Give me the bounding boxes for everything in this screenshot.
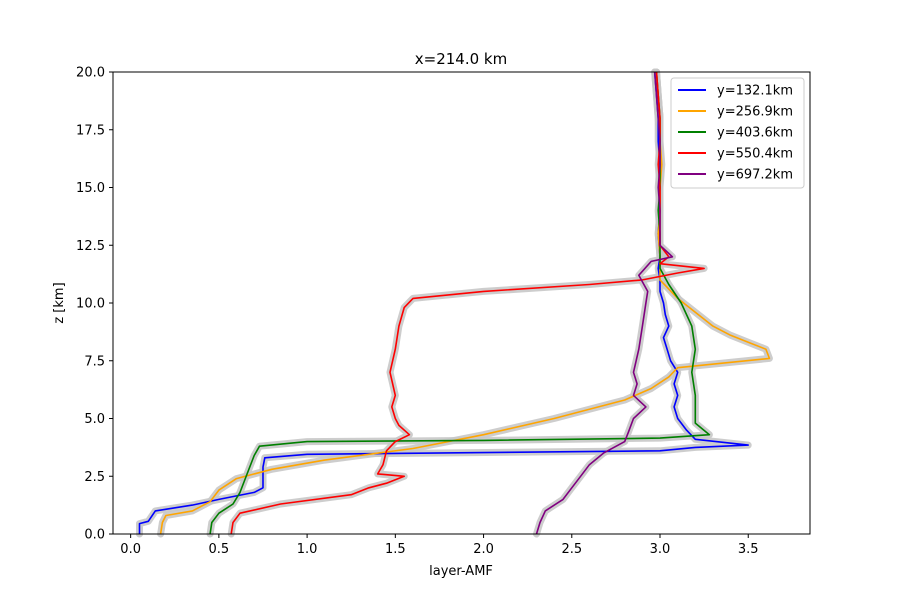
legend-label-5: y=697.2km	[717, 168, 793, 183]
x-tick-label: 0.5	[209, 542, 230, 557]
y-tick-label: 20.0	[76, 66, 105, 81]
y-axis-ticks: 0.0 2.5 5.0 7.5 10.0 12.5 15.0 17.5 20.0	[76, 66, 113, 543]
y-tick-label: 12.5	[76, 239, 105, 254]
x-tick-label: 2.5	[561, 542, 582, 557]
x-axis-ticks: 0.0 0.5 1.0 1.5 2.0 2.5 3.0 3.5	[120, 534, 759, 557]
series-line-5	[535, 71, 674, 535]
y-axis-label: z [km]	[52, 282, 67, 323]
legend-label-3: y=403.6km	[717, 126, 793, 141]
legend-label-2: y=256.9km	[717, 105, 793, 120]
x-tick-label: 1.0	[297, 542, 318, 557]
y-tick-label: 5.0	[84, 412, 105, 427]
legend: y=132.1km y=256.9km y=403.6km y=550.4km y=69…	[670, 77, 805, 189]
x-tick-label: 1.5	[385, 542, 406, 557]
legend-box	[670, 77, 805, 189]
y-tick-label: 2.5	[84, 470, 105, 485]
legend-label-4: y=550.4km	[717, 147, 793, 162]
x-tick-label: 3.5	[738, 542, 759, 557]
y-tick-label: 17.5	[76, 123, 105, 138]
y-tick-label: 15.0	[76, 181, 105, 196]
legend-label-1: y=132.1km	[717, 84, 793, 99]
x-tick-label: 3.0	[650, 542, 671, 557]
series-lines	[138, 71, 771, 535]
x-tick-label: 0.0	[120, 542, 141, 557]
y-tick-label: 10.0	[76, 297, 105, 312]
y-tick-label: 0.0	[84, 528, 105, 543]
plot-area	[112, 68, 811, 538]
chart-title: x=214.0 km	[415, 50, 507, 68]
y-tick-label: 7.5	[84, 354, 105, 369]
x-tick-label: 2.0	[473, 542, 494, 557]
x-axis-label: layer-AMF	[429, 564, 493, 579]
